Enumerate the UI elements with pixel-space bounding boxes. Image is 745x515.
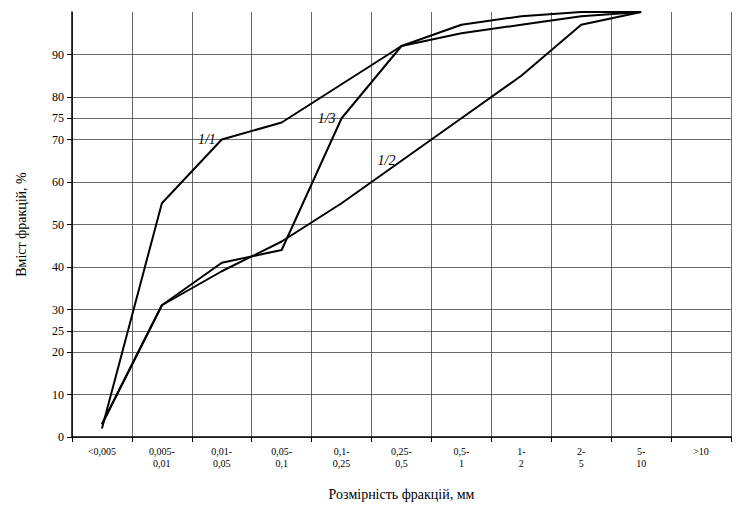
svg-text:80: 80 xyxy=(52,90,64,104)
svg-text:1/3: 1/3 xyxy=(318,111,336,126)
svg-text:0,05-: 0,05- xyxy=(271,446,292,457)
svg-text:90: 90 xyxy=(52,48,64,62)
svg-text:0,005-: 0,005- xyxy=(149,446,175,457)
svg-text:10: 10 xyxy=(636,458,646,469)
svg-text:2: 2 xyxy=(519,458,524,469)
svg-text:0,5: 0,5 xyxy=(395,458,408,469)
svg-text:0: 0 xyxy=(58,430,64,444)
svg-text:Розмірність фракцій, мм: Розмірність фракцій, мм xyxy=(329,487,475,502)
svg-text:10: 10 xyxy=(52,388,64,402)
svg-text:5-: 5- xyxy=(637,446,645,457)
svg-text:0,01: 0,01 xyxy=(153,458,171,469)
svg-text:60: 60 xyxy=(52,175,64,189)
svg-text:Вміст фракцій, %: Вміст фракцій, % xyxy=(14,172,29,277)
svg-text:75: 75 xyxy=(52,111,64,125)
svg-text:>10: >10 xyxy=(693,446,709,457)
svg-text:0,5-: 0,5- xyxy=(453,446,469,457)
svg-text:70: 70 xyxy=(52,133,64,147)
svg-text:<0,005: <0,005 xyxy=(88,446,116,457)
svg-text:50: 50 xyxy=(52,218,64,232)
svg-text:25: 25 xyxy=(52,324,64,338)
svg-text:0,05: 0,05 xyxy=(213,458,231,469)
svg-text:1-: 1- xyxy=(517,446,525,457)
svg-text:2-: 2- xyxy=(577,446,585,457)
svg-text:5: 5 xyxy=(579,458,584,469)
svg-text:40: 40 xyxy=(52,260,64,274)
svg-text:1: 1 xyxy=(459,458,464,469)
svg-text:0,25-: 0,25- xyxy=(391,446,412,457)
svg-text:0,1-: 0,1- xyxy=(334,446,350,457)
svg-text:0,1: 0,1 xyxy=(275,458,288,469)
svg-text:20: 20 xyxy=(52,345,64,359)
svg-text:30: 30 xyxy=(52,303,64,317)
svg-text:1/2: 1/2 xyxy=(378,153,396,168)
svg-text:1/1: 1/1 xyxy=(198,132,216,147)
svg-text:0,01-: 0,01- xyxy=(211,446,232,457)
svg-text:0,25: 0,25 xyxy=(333,458,351,469)
